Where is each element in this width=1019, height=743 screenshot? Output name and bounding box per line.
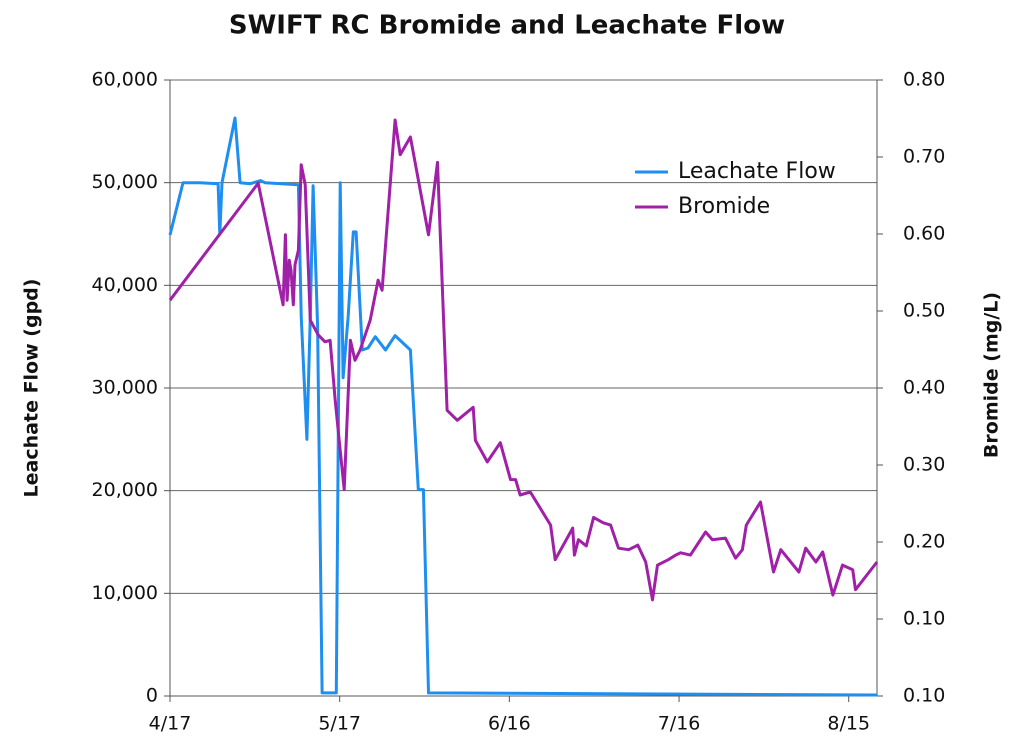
line-series [168,118,879,602]
y2-tick-label: 0.10 [903,685,945,707]
y2-tick-label: 0.30 [903,454,945,476]
y-tick-label: 0 [146,685,158,707]
y-tick-label: 50,000 [92,171,158,193]
y2-tick-label: 0.50 [903,300,945,322]
y-tick-label: 40,000 [92,274,158,296]
x-tick-label: 7/16 [658,713,701,735]
y2-axis-title: Bromide (mg/L) [981,292,1003,458]
x-tick-label: 5/17 [318,713,361,735]
y2-tick-label: 0.70 [903,146,945,168]
y2-tick-label: 0.10 [903,608,945,630]
x-tick-label: 6/16 [488,713,531,735]
chart-title: SWIFT RC Bromide and Leachate Flow [229,11,785,41]
y-tick-label: 20,000 [92,479,158,501]
x-tick-label: 8/15 [827,713,870,735]
y-axis-title: Leachate Flow (gpd) [21,279,43,498]
line-series [168,116,878,697]
y2-tick-label: 0.20 [903,531,945,553]
y2-tick-label: 0.60 [903,223,945,245]
y-tick-label: 10,000 [92,582,158,604]
y-tick-label: 60,000 [92,69,158,91]
legend-label: Leachate Flow [678,159,836,184]
legend-label: Bromide [678,194,770,219]
x-tick-label: 4/17 [149,713,192,735]
y-tick-label: 30,000 [92,377,158,399]
y2-tick-label: 0.40 [903,377,945,399]
y2-tick-label: 0.80 [903,69,945,91]
